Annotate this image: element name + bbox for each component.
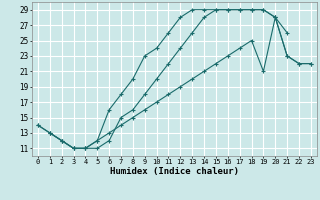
X-axis label: Humidex (Indice chaleur): Humidex (Indice chaleur) — [110, 167, 239, 176]
